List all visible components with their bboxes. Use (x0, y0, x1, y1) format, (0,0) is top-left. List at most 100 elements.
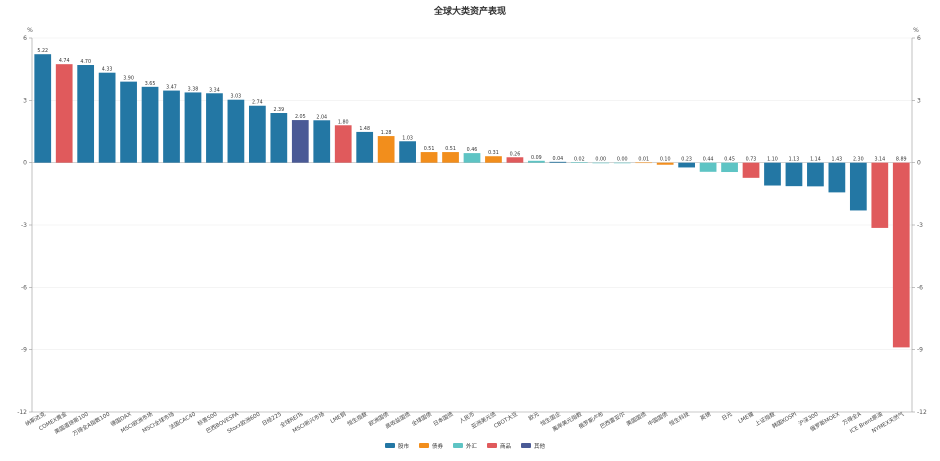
legend-swatch[interactable] (385, 443, 395, 448)
bar[interactable] (892, 162, 910, 348)
category-labels: 纳斯达克COMEX黄金美国道琼斯100万得全A指数100德国DAXMSCI欧洲市… (24, 410, 906, 438)
bar-value-label: 0.73 (746, 157, 757, 163)
bar-value-label: 2.39 (273, 107, 284, 113)
bar[interactable] (206, 93, 223, 163)
bar-value-label: 0.04 (553, 156, 564, 162)
legend-label[interactable]: 商品 (500, 442, 512, 450)
bar[interactable] (141, 86, 159, 163)
bar-value-label: 4.33 (102, 67, 113, 73)
bar[interactable] (463, 153, 481, 163)
bar[interactable] (420, 152, 438, 163)
x-tick-label: Stoxx欧洲600 (225, 410, 261, 436)
y-tick-label-left: -3 (21, 222, 27, 229)
y-tick-label-right: 0 (917, 160, 921, 167)
legend-swatch[interactable] (487, 443, 497, 448)
bar-value-label: 1.28 (381, 130, 392, 136)
bar-value-label: 8.89 (896, 157, 907, 163)
bar[interactable] (34, 54, 52, 163)
bar-value-label: 0.31 (488, 150, 499, 156)
y-axis-unit-right: % (913, 27, 919, 34)
bar[interactable] (849, 162, 867, 211)
bar-value-label: 1.13 (789, 157, 800, 163)
y-tick-label-left: 3 (23, 97, 27, 104)
legend-swatch[interactable] (453, 443, 463, 448)
bar[interactable] (163, 90, 180, 163)
x-tick-label: CBOT大豆 (492, 410, 519, 430)
bar-value-label: 2.04 (316, 114, 327, 120)
bar-value-label: 1.14 (810, 157, 821, 163)
x-tick-label: 英镑 (699, 410, 713, 423)
bar-value-label: 3.14 (874, 157, 885, 163)
bar-value-label: 3.65 (145, 81, 156, 87)
bar-value-label: 0.46 (467, 147, 478, 153)
bar-value-label: 2.05 (295, 114, 306, 120)
bar-value-label: 4.70 (80, 59, 91, 65)
x-tick-label: 巴西雷亚尔 (598, 410, 626, 431)
bars (34, 54, 910, 348)
bar[interactable] (570, 162, 588, 163)
legend-swatch[interactable] (521, 443, 531, 448)
bar-value-label: 0.44 (703, 157, 714, 163)
legend-label[interactable]: 其他 (534, 442, 546, 450)
bar[interactable] (721, 162, 738, 173)
legend-label[interactable]: 股市 (398, 442, 410, 450)
legend-label[interactable]: 外汇 (466, 442, 478, 450)
bar[interactable] (377, 136, 395, 163)
bar[interactable] (742, 162, 760, 178)
y-tick-label-right: -6 (917, 284, 923, 291)
bar[interactable] (871, 162, 889, 228)
y-tick-label-right: -12 (917, 409, 927, 416)
y-tick-label-left: -6 (21, 284, 27, 291)
bar-value-label: 0.00 (595, 157, 606, 163)
bar[interactable] (77, 65, 95, 163)
bar-value-label: 0.26 (510, 151, 521, 157)
legend: 股市 债券 外汇 商品 其他 (385, 442, 546, 450)
bar[interactable] (785, 162, 803, 187)
bar[interactable] (549, 161, 567, 163)
bar[interactable] (699, 162, 717, 172)
y-tick-label-right: -3 (917, 222, 923, 229)
bar-value-label: 4.74 (59, 58, 70, 64)
bar[interactable] (356, 131, 374, 163)
bar[interactable] (656, 162, 674, 165)
bar[interactable] (334, 125, 352, 163)
bar[interactable] (227, 99, 245, 163)
bar[interactable] (291, 120, 309, 163)
legend-label[interactable]: 债券 (432, 442, 444, 450)
bar[interactable] (528, 160, 545, 163)
bar-value-label: 0.10 (660, 157, 671, 163)
bar[interactable] (270, 113, 288, 163)
bar-value-label: 1.10 (767, 157, 778, 163)
x-tick-label: MSCI新兴市场 (291, 410, 326, 435)
y-tick-label-right: 3 (917, 97, 921, 104)
y-tick-label-right: 6 (917, 35, 921, 42)
bar[interactable] (485, 156, 502, 163)
bar[interactable] (635, 162, 653, 164)
bar[interactable] (55, 64, 73, 163)
x-tick-label: NYMEX天然气 (870, 410, 906, 435)
legend-swatch[interactable] (419, 443, 429, 448)
bar-value-label: 0.02 (574, 156, 585, 162)
bar[interactable] (98, 72, 116, 163)
bar[interactable] (506, 157, 524, 163)
bar[interactable] (120, 81, 137, 163)
bar-value-label: 3.90 (123, 76, 134, 82)
bar[interactable] (613, 162, 631, 164)
y-tick-label-right: -9 (917, 347, 923, 354)
bar[interactable] (592, 162, 610, 164)
bar[interactable] (828, 162, 846, 193)
bar[interactable] (678, 162, 696, 168)
bar-value-label: 2.74 (252, 100, 263, 106)
bar[interactable] (764, 162, 781, 186)
bar[interactable] (248, 105, 266, 163)
bar[interactable] (442, 152, 459, 163)
bar[interactable] (184, 92, 202, 163)
bar[interactable] (313, 120, 331, 163)
bar-value-label: 0.51 (424, 146, 435, 152)
bar-value-label: 1.43 (832, 157, 843, 163)
y-axis-unit-left: % (27, 27, 33, 34)
bar[interactable] (399, 141, 416, 163)
bar[interactable] (807, 162, 824, 187)
